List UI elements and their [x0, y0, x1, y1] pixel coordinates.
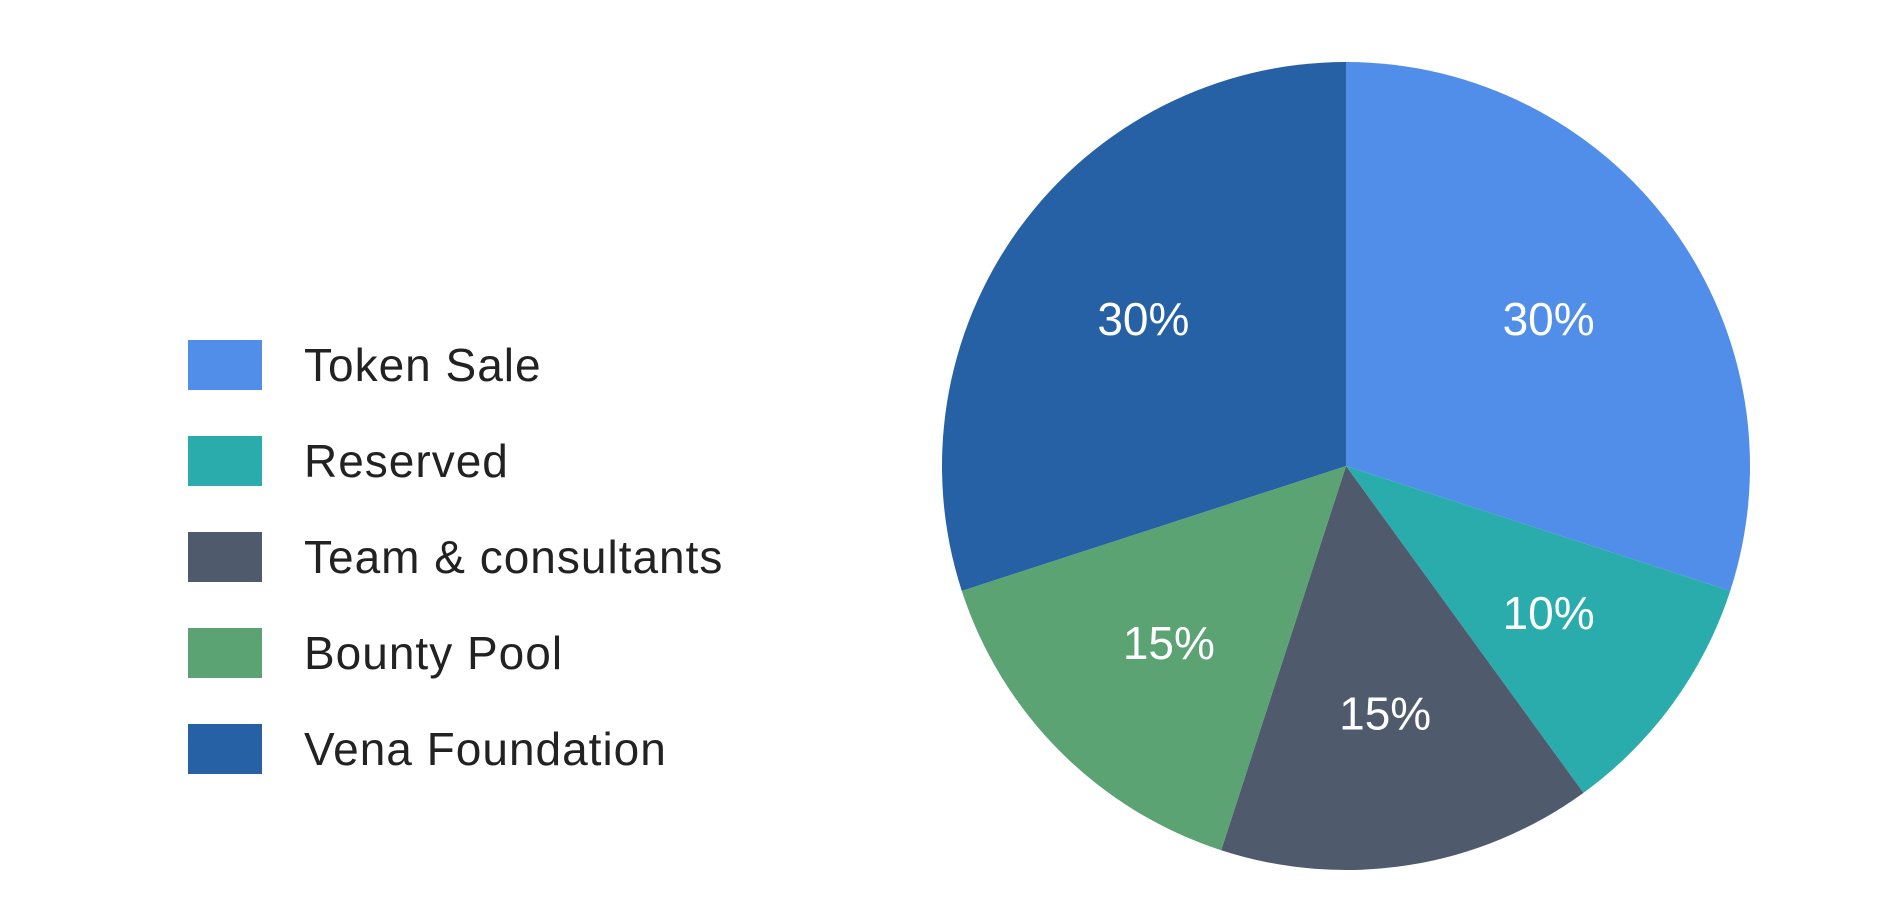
- legend: Token Sale Reserved Team & consultants B…: [188, 339, 724, 775]
- legend-swatch-bounty-pool: [188, 628, 262, 678]
- legend-item-team-consultants: Team & consultants: [188, 531, 724, 583]
- pie-label-token-sale: 30%: [1503, 293, 1595, 345]
- pie-slice-team-consultants: [1221, 466, 1584, 870]
- legend-swatch-vena-foundation: [188, 724, 262, 774]
- pie-label-vena-foundation: 30%: [1097, 293, 1189, 345]
- legend-label-bounty-pool: Bounty Pool: [304, 627, 564, 679]
- legend-swatch-reserved: [188, 436, 262, 486]
- legend-item-bounty-pool: Bounty Pool: [188, 627, 723, 679]
- pie-slice-vena-foundation: [941, 62, 1346, 591]
- legend-label-team-consultants: Team & consultants: [304, 531, 724, 583]
- pie-label-team-consultants: 15%: [1339, 687, 1431, 739]
- legend-item-reserved: Reserved: [188, 435, 723, 487]
- legend-swatch-team-consultants: [188, 532, 262, 582]
- pie-label-bounty-pool: 15%: [1123, 617, 1215, 669]
- legend-label-token-sale: Token Sale: [304, 339, 542, 391]
- legend-label-vena-foundation: Vena Foundation: [304, 723, 667, 775]
- legend-item-vena-foundation: Vena Foundation: [188, 723, 723, 775]
- legend-label-reserved: Reserved: [304, 435, 509, 487]
- legend-item-token-sale: Token Sale: [188, 339, 723, 391]
- pie-label-reserved: 10%: [1503, 587, 1595, 639]
- pie-slice-bounty-pool: [961, 466, 1346, 851]
- pie-slice-token-sale: [1346, 62, 1750, 591]
- pie-slice-reserved: [1346, 466, 1731, 793]
- legend-swatch-token-sale: [188, 340, 262, 390]
